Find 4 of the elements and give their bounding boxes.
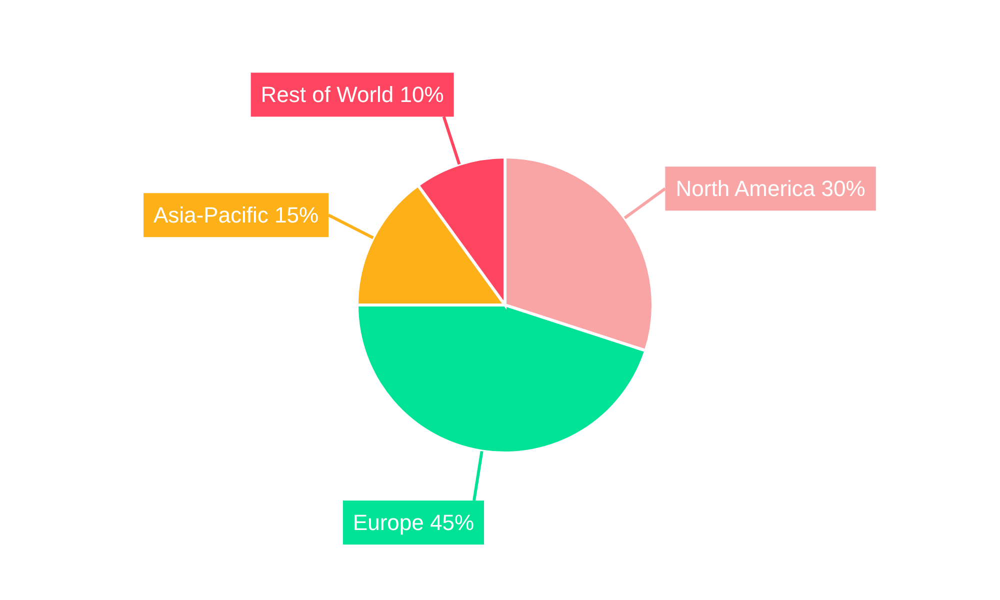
slice-label: North America 30%	[676, 176, 866, 202]
slice-label: Europe 45%	[352, 510, 474, 536]
slice-label: Rest of World 10%	[260, 82, 444, 108]
slice-label: Asia-Pacific 15%	[154, 202, 319, 228]
